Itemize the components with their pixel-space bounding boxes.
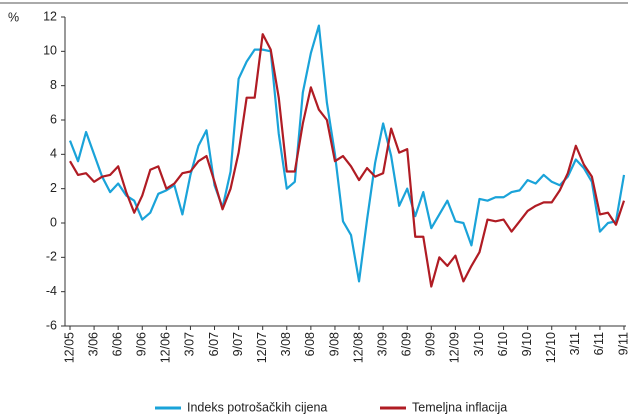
x-tick-label: 12/07 xyxy=(255,332,269,363)
series-line xyxy=(68,24,626,283)
y-axis-label: % xyxy=(8,10,19,24)
x-tick-label: 6/06 xyxy=(110,332,124,356)
x-tick-label: 9/11 xyxy=(616,332,628,355)
x-tick-label: 3/06 xyxy=(86,332,100,356)
x-tick-label: 6/08 xyxy=(303,332,317,356)
y-tick-label: -2 xyxy=(46,250,57,264)
x-tick-label: 3/10 xyxy=(472,332,486,356)
y-tick-label: 2 xyxy=(50,181,57,195)
y-tick-label: -4 xyxy=(46,284,57,298)
x-tick-label: 6/11 xyxy=(592,332,606,355)
x-tick-label: 6/07 xyxy=(207,332,221,356)
x-tick-label: 6/10 xyxy=(496,332,510,356)
x-tick-label: 9/09 xyxy=(424,332,438,356)
legend-label: Temeljna inflacija xyxy=(412,400,507,414)
x-tick-label: 3/09 xyxy=(375,332,389,356)
legend-label: Indeks potrošačkih cijena xyxy=(187,400,327,414)
y-tick-label: 4 xyxy=(50,147,57,161)
x-tick-label: 3/08 xyxy=(279,332,293,356)
x-tick-label: 9/08 xyxy=(327,332,341,356)
x-tick-label: 9/07 xyxy=(231,332,245,356)
x-tick-label: 3/11 xyxy=(568,332,582,355)
x-tick-label: 12/10 xyxy=(544,332,558,363)
x-tick-label: 6/09 xyxy=(400,332,414,356)
y-tick-label: -6 xyxy=(46,318,57,332)
x-tick-label: 12/09 xyxy=(448,332,462,363)
x-tick-label: 12/08 xyxy=(351,332,365,363)
y-tick-label: 8 xyxy=(50,78,57,92)
x-tick-label: 12/05 xyxy=(62,332,76,363)
series-line xyxy=(69,33,626,288)
y-tick-label: 6 xyxy=(50,112,57,126)
y-tick-label: 10 xyxy=(43,44,57,58)
x-tick-label: 9/10 xyxy=(520,332,534,356)
x-tick-label: 3/07 xyxy=(183,332,197,356)
y-tick-label: 0 xyxy=(50,215,57,229)
x-tick-label: 12/06 xyxy=(159,332,173,363)
y-tick-label: 12 xyxy=(43,9,57,23)
x-tick-label: 9/06 xyxy=(135,332,149,356)
